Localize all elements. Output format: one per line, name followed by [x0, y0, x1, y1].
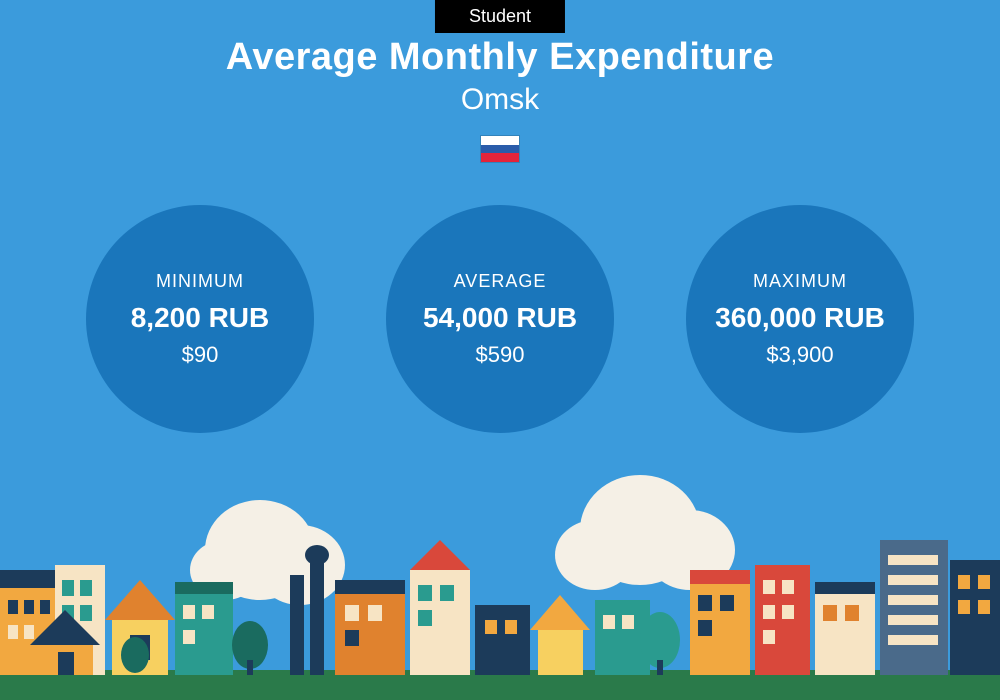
stat-minimum: MINIMUM 8,200 RUB $90 [86, 205, 314, 433]
stats-row: MINIMUM 8,200 RUB $90 AVERAGE 54,000 RUB… [0, 205, 1000, 433]
flag-icon [480, 135, 520, 163]
stat-maximum: MAXIMUM 360,000 RUB $3,900 [686, 205, 914, 433]
stat-amount: 54,000 RUB [423, 302, 577, 334]
cityscape-illustration [0, 470, 1000, 700]
flag-stripe-3 [481, 153, 519, 162]
flag-stripe-1 [481, 136, 519, 145]
stat-label: MAXIMUM [753, 271, 847, 292]
stat-label: MINIMUM [156, 271, 244, 292]
stat-amount: 360,000 RUB [715, 302, 885, 334]
city-name: Omsk [0, 83, 1000, 117]
stat-label: AVERAGE [454, 271, 547, 292]
stat-usd: $590 [476, 342, 525, 368]
stat-usd: $3,900 [766, 342, 833, 368]
student-badge: Student [435, 0, 565, 33]
stat-amount: 8,200 RUB [131, 302, 270, 334]
flag-stripe-2 [481, 145, 519, 154]
stat-usd: $90 [182, 342, 219, 368]
page-title: Average Monthly Expenditure [0, 36, 1000, 79]
stat-average: AVERAGE 54,000 RUB $590 [386, 205, 614, 433]
